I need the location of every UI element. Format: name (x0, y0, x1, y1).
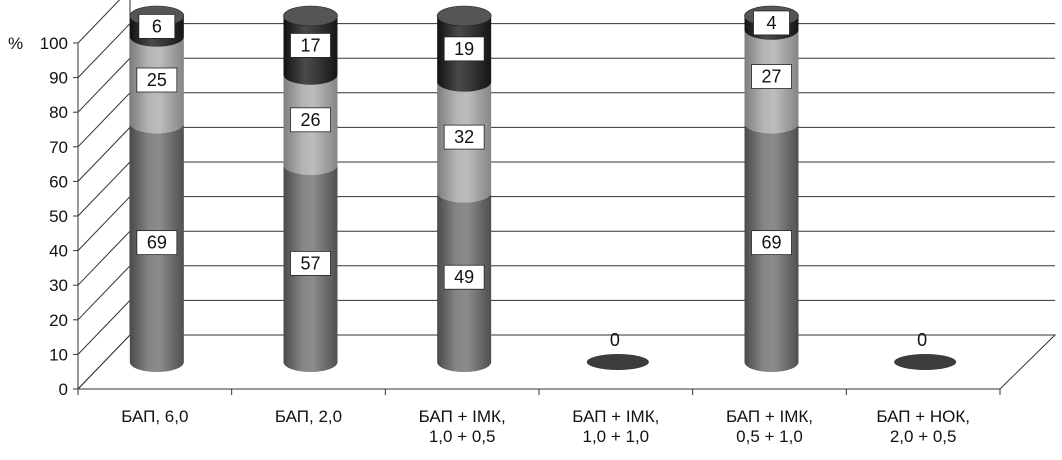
gridline (77, 299, 1055, 355)
gridline-side (77, 300, 131, 355)
data-label: 4 (766, 13, 776, 33)
data-label-box (751, 64, 792, 89)
gridline (77, 265, 1055, 321)
bar-top-cap (283, 5, 338, 27)
data-label-box (136, 67, 178, 93)
bar-top-cap (436, 5, 492, 27)
x-tick-label: БАП, 6,0 (121, 407, 188, 426)
gridline (77, 57, 1055, 113)
gridline (77, 230, 1055, 286)
y-unit-label: % (8, 34, 23, 53)
data-label: 17 (300, 35, 320, 55)
gridline (77, 0, 121, 44)
x-tick-label: БАП, 2,0 (275, 407, 342, 426)
data-label-box (443, 264, 485, 290)
data-label-box (138, 13, 176, 39)
data-label-box (290, 250, 331, 276)
zero-bar-disc (894, 354, 957, 370)
data-label-box (290, 33, 331, 58)
x-tick-label: 1,0 + 0,5 (429, 427, 496, 446)
gridline (77, 92, 1055, 148)
data-label-box (136, 230, 178, 256)
y-tick-label: 70 (49, 138, 68, 157)
data-label-box (443, 36, 485, 62)
data-label: 69 (761, 233, 781, 253)
x-tick-label: 2,0 + 0,5 (890, 427, 957, 446)
gridline-side (77, 23, 131, 78)
gridline-side (77, 57, 131, 113)
data-label: 25 (147, 70, 167, 90)
data-label: 49 (454, 267, 474, 287)
y-tick-label: 90 (49, 69, 68, 88)
gridline-side (77, 265, 131, 321)
gridline-side (77, 0, 121, 44)
gridline (77, 161, 1055, 217)
y-tick-label: 30 (49, 276, 68, 295)
x-tick-label: БАП + ІМК, (572, 407, 659, 426)
data-label-box (751, 230, 792, 256)
gridline-side (77, 161, 131, 217)
x-tick-label: 0,5 + 1,0 (736, 427, 803, 446)
y-tick-label: 80 (49, 103, 68, 122)
data-label: 32 (454, 127, 474, 147)
data-label: 0 (917, 330, 927, 350)
gridline (77, 23, 1055, 78)
gridline (77, 126, 1055, 182)
gridline-side (77, 127, 131, 182)
y-tick-label: 40 (49, 242, 68, 261)
x-tick-label: 1,0 + 1,0 (583, 427, 650, 446)
data-label: 6 (152, 16, 162, 36)
zero-bar-disc (586, 354, 649, 370)
gridline (77, 196, 1055, 251)
gridline-side (77, 230, 131, 286)
data-label: 0 (610, 330, 620, 350)
data-label: 69 (147, 233, 167, 253)
y-tick-label: 10 (49, 345, 68, 364)
y-tick-label: 20 (49, 311, 68, 330)
y-tick-label: 50 (49, 207, 68, 226)
data-label: 26 (300, 110, 320, 130)
x-tick-label: БАП + ІМК, (419, 407, 506, 426)
data-label: 57 (300, 253, 320, 273)
data-label: 19 (454, 39, 474, 59)
gridline-side (77, 92, 131, 148)
gridline-side (77, 196, 131, 251)
x-tick-label: БАП + ІМК, (726, 407, 813, 426)
x-tick-label: БАП + НОК, (876, 407, 970, 426)
data-label-box (753, 10, 790, 36)
y-tick-label: 60 (49, 172, 68, 191)
data-label-box (290, 107, 331, 133)
data-label-box (443, 124, 485, 150)
data-label: 27 (761, 67, 781, 87)
y-tick-label: 0 (59, 380, 68, 399)
y-tick-label: 100 (40, 34, 68, 53)
